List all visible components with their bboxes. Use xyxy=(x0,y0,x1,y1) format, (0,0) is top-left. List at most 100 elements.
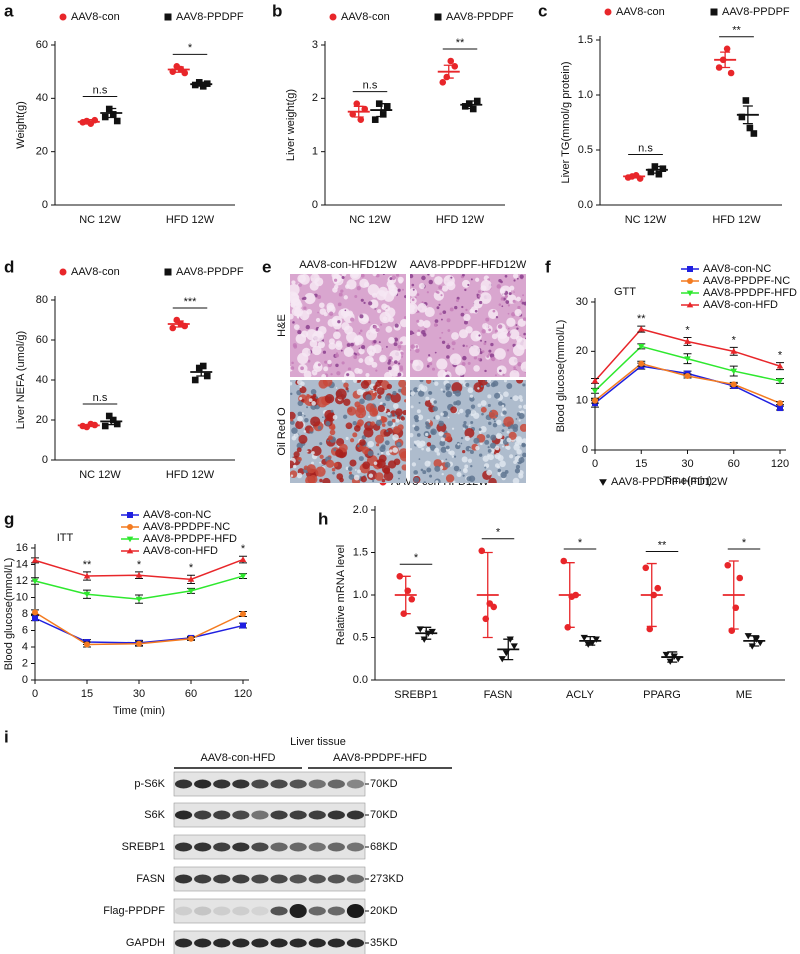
tissue-cell xyxy=(429,444,436,451)
y-tick-label: 60 xyxy=(36,39,48,51)
tissue-cell xyxy=(463,421,467,425)
tissue-cell xyxy=(512,395,519,402)
error-bar xyxy=(503,638,514,661)
tissue-cell xyxy=(417,303,427,313)
significance-label: * xyxy=(778,350,783,362)
tissue-cell xyxy=(439,440,446,447)
tissue-cell xyxy=(442,310,447,314)
tissue-cell xyxy=(488,477,497,483)
blot-band xyxy=(346,779,365,789)
blot-band xyxy=(346,810,365,820)
tissue-cell xyxy=(506,383,513,389)
error-bar xyxy=(106,417,117,426)
y-axis-label: Relative mRNA level xyxy=(335,545,347,645)
series-line xyxy=(34,617,244,644)
data-point xyxy=(638,360,645,367)
tissue-cell xyxy=(470,464,473,468)
tissue-cell xyxy=(417,388,421,392)
legend-label: AAV8-PPDPF-HFD12W xyxy=(611,476,728,488)
data-point xyxy=(591,388,599,395)
tissue-cell xyxy=(356,352,360,356)
legend-label: AAV8-con-HFD xyxy=(143,545,218,557)
data-point xyxy=(101,113,109,121)
data-point xyxy=(684,356,691,363)
blot-band xyxy=(346,842,365,852)
histology-image xyxy=(290,380,406,483)
tissue-cell xyxy=(445,445,450,450)
tissue-cell xyxy=(385,345,388,348)
tissue-cell xyxy=(432,406,438,412)
tissue-cell xyxy=(333,448,337,452)
tissue-cell xyxy=(469,396,475,402)
tissue-cell xyxy=(367,284,380,296)
legend-label: AAV8-con xyxy=(71,266,120,278)
blot-band xyxy=(327,874,345,884)
tissue-cell xyxy=(516,277,519,280)
column-label: AAV8-PPDPF-HFD12W xyxy=(410,259,527,271)
tissue-cell xyxy=(445,374,450,377)
tissue-cell xyxy=(510,424,515,429)
data-point xyxy=(498,656,506,663)
data-point xyxy=(659,165,667,172)
tissue-cell xyxy=(317,294,322,299)
tissue-cell xyxy=(475,445,480,451)
tissue-cell xyxy=(358,456,364,462)
tissue-cell xyxy=(335,388,347,400)
tissue-cell xyxy=(428,461,431,464)
tissue-cell xyxy=(455,364,466,376)
tissue-cell xyxy=(465,413,469,418)
tissue-cell xyxy=(290,474,294,478)
tissue-cell xyxy=(423,481,427,483)
tissue-cell xyxy=(410,349,412,351)
tissue-cell xyxy=(297,329,302,335)
tissue-cell xyxy=(306,450,309,453)
tissue-cell xyxy=(290,470,298,478)
blot-band xyxy=(174,874,193,884)
tissue-cell xyxy=(509,369,520,377)
tissue-cell xyxy=(503,416,514,428)
tissue-cell xyxy=(463,428,465,430)
data-point xyxy=(451,63,459,70)
tissue-cell xyxy=(460,442,463,445)
tissue-cell xyxy=(360,345,366,350)
tissue-cell xyxy=(335,363,339,368)
tissue-cell xyxy=(481,329,486,334)
tissue-cell xyxy=(319,442,323,446)
tissue-cell xyxy=(520,361,526,373)
tissue-cell xyxy=(464,435,470,442)
data-point xyxy=(105,412,113,420)
x-axis-label: Time (min) xyxy=(113,705,165,717)
tissue-cell xyxy=(416,433,421,437)
row-label: H&E xyxy=(276,314,288,337)
tissue-cell xyxy=(322,477,331,483)
tissue-cell xyxy=(377,404,386,413)
blot-band xyxy=(251,906,269,916)
tissue-cell xyxy=(438,285,443,290)
tissue-cell xyxy=(360,476,367,483)
tissue-cell xyxy=(521,438,526,445)
tissue-cell xyxy=(375,419,383,426)
tissue-cell xyxy=(488,349,492,353)
tissue-cell xyxy=(290,381,293,386)
tissue-cell xyxy=(387,460,397,469)
tissue-cell xyxy=(518,395,523,400)
tissue-cell xyxy=(354,401,361,408)
tissue-cell xyxy=(479,442,483,446)
data-point xyxy=(736,574,744,582)
data-point xyxy=(730,381,737,388)
tissue-cell xyxy=(426,291,429,294)
tissue-cell xyxy=(395,408,403,417)
tissue-cell xyxy=(384,440,390,446)
error-bar xyxy=(196,367,207,377)
blot-band xyxy=(213,874,231,884)
blot-band xyxy=(232,906,250,916)
y-axis-label: Weight(g) xyxy=(15,101,27,148)
error-bar xyxy=(83,423,94,427)
tissue-cell xyxy=(395,418,400,423)
legend-marker xyxy=(164,13,172,21)
tissue-cell xyxy=(487,446,490,449)
tissue-cell xyxy=(303,430,307,433)
tissue-cell xyxy=(293,433,299,439)
tissue-cell xyxy=(503,391,509,398)
tissue-cell xyxy=(306,449,312,454)
